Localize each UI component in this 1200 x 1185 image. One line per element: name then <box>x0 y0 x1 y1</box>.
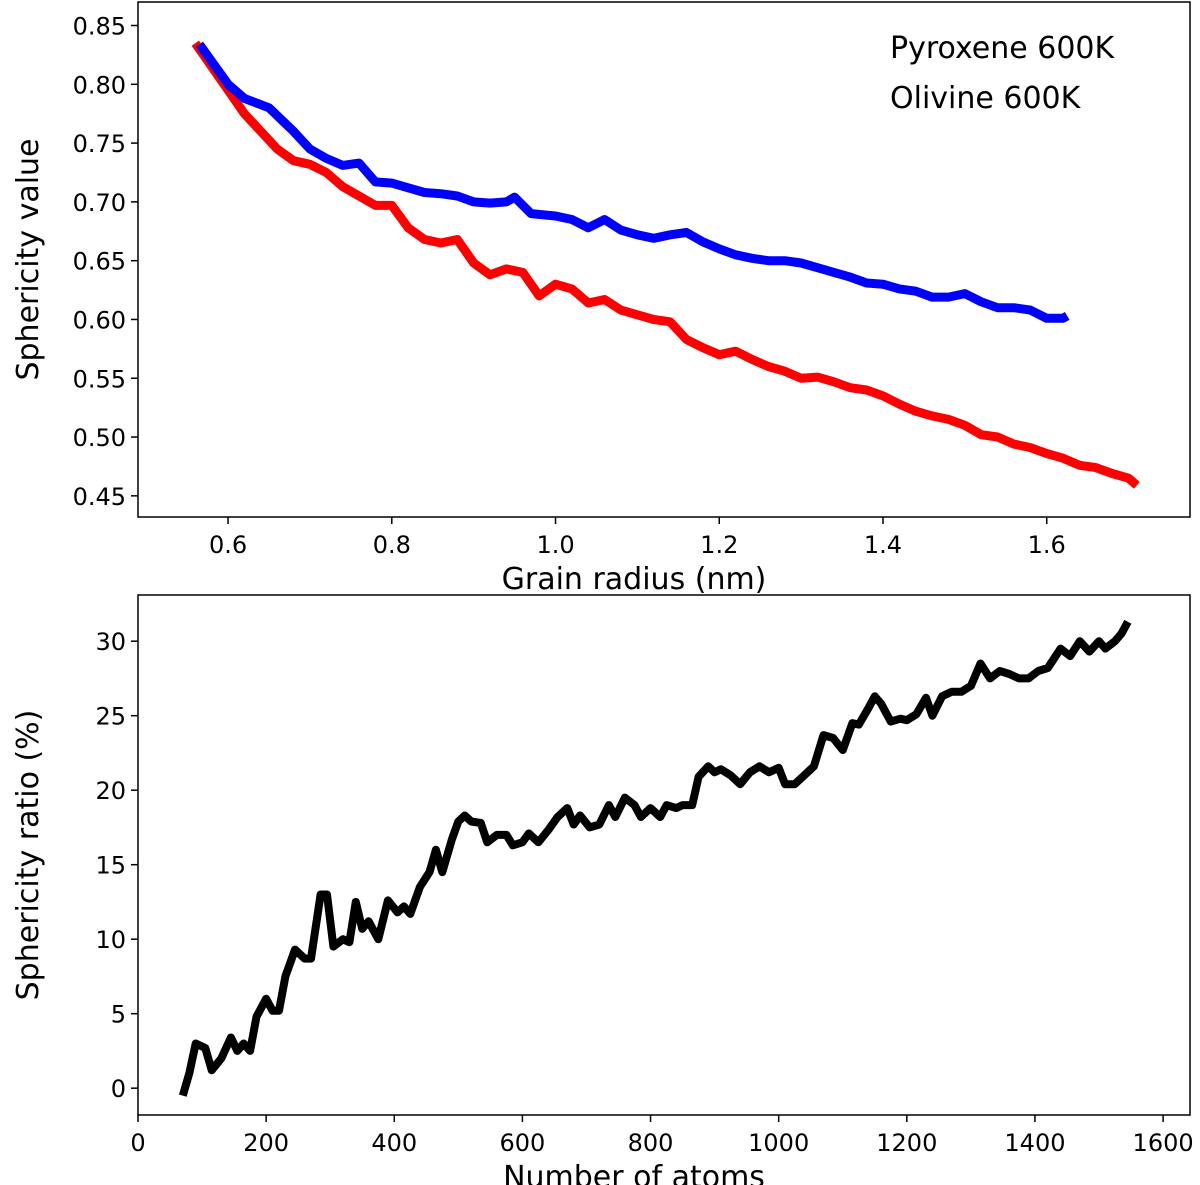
y-tick-label: 5 <box>111 1001 126 1029</box>
x-tick-label: 600 <box>500 1129 546 1157</box>
y-tick-label: 15 <box>95 852 126 880</box>
x-tick-label: 1600 <box>1133 1129 1194 1157</box>
data-line <box>191 40 1140 489</box>
x-tick-label: 200 <box>243 1129 289 1157</box>
y-tick-label: 0 <box>111 1075 126 1103</box>
y-tick-label: 0.85 <box>73 13 126 41</box>
x-tick-label: 1.2 <box>700 531 738 559</box>
y-tick-label: 30 <box>95 628 126 656</box>
x-tick-label: 1.0 <box>536 531 574 559</box>
x-tick-label: 1200 <box>876 1129 937 1157</box>
axes-frame <box>137 1 1191 518</box>
data-line <box>178 619 1132 1097</box>
x-axis-label: Number of atoms <box>503 1160 765 1185</box>
x-tick-label: 0 <box>130 1129 145 1157</box>
y-tick-label: 0.75 <box>73 130 126 158</box>
legend-label: Olivine 600K <box>890 81 1082 116</box>
y-tick-label: 0.65 <box>73 248 126 276</box>
y-tick-label: 25 <box>95 703 126 731</box>
y-tick-label: 10 <box>95 926 126 954</box>
x-tick-label: 1.6 <box>1028 531 1066 559</box>
x-tick-label: 1.4 <box>864 531 902 559</box>
x-tick-label: 0.6 <box>209 531 247 559</box>
y-tick-label: 0.70 <box>73 189 126 217</box>
axes-frame <box>137 594 1191 1116</box>
y-tick-label: 0.50 <box>73 424 126 452</box>
x-tick-label: 800 <box>628 1129 674 1157</box>
legend-label: Pyroxene 600K <box>890 31 1116 66</box>
x-axis-label: Grain radius (nm) <box>502 562 767 597</box>
y-tick-label: 20 <box>95 777 126 805</box>
y-tick-label: 0.55 <box>73 365 126 393</box>
x-tick-label: 1000 <box>748 1129 809 1157</box>
y-tick-label: 0.80 <box>73 71 126 99</box>
data-line <box>195 41 1070 323</box>
y-tick-label: 0.45 <box>73 483 126 511</box>
y-tick-label: 0.60 <box>73 306 126 334</box>
x-tick-label: 0.8 <box>373 531 411 559</box>
y-axis-label: Sphericity ratio (%) <box>11 710 46 1001</box>
x-tick-label: 1400 <box>1004 1129 1065 1157</box>
x-tick-label: 400 <box>371 1129 417 1157</box>
y-axis-label: Sphericity value <box>11 138 46 380</box>
